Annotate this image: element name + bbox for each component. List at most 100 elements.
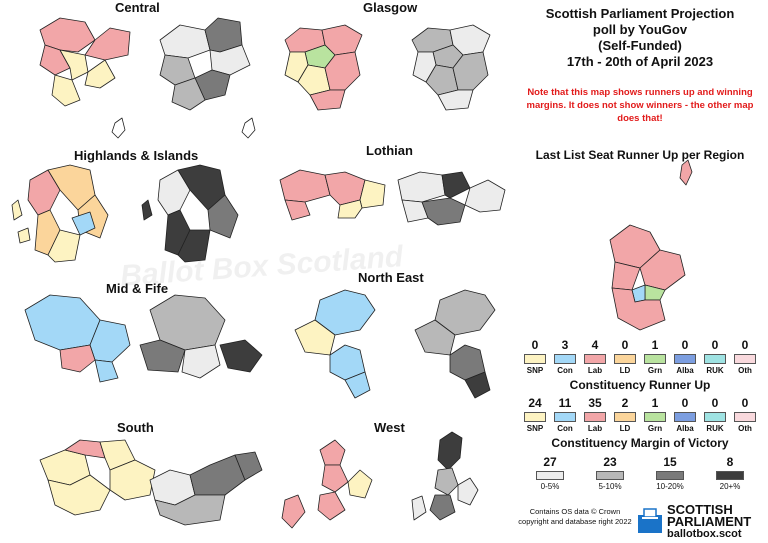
region-label-north-east: North East <box>358 270 424 285</box>
map-glasgow-margin <box>411 24 491 111</box>
const-party-count: 0 <box>681 396 689 410</box>
const-party-item: 11 Con <box>550 396 580 433</box>
const-party-label: LD <box>619 424 631 433</box>
margin-legend: 27 0-5% 23 5-10% 15 10-20% 8 20+% <box>520 455 760 491</box>
const-party-swatch <box>704 412 726 422</box>
title-line-3: (Self-Funded) <box>598 38 682 53</box>
region-label-south: South <box>117 420 154 435</box>
list-party-count: 0 <box>711 338 719 352</box>
list-party-label: Oth <box>738 366 752 375</box>
list-runner-up-legend: 0 SNP 3 Con 4 Lab 0 LD 1 Grn 0 Alba 0 RUK 0 Oth <box>520 338 760 375</box>
list-party-swatch <box>524 354 546 364</box>
map-highlands-runner-up <box>11 117 126 263</box>
margin-count: 15 <box>663 455 677 469</box>
list-party-count: 1 <box>651 338 659 352</box>
const-party-count: 0 <box>741 396 749 410</box>
margin-count: 8 <box>726 455 734 469</box>
map-midfife-runner-up <box>24 294 131 383</box>
const-party-label: Oth <box>738 424 752 433</box>
margin-count: 23 <box>603 455 617 469</box>
list-party-label: Alba <box>676 366 694 375</box>
list-party-label: LD <box>619 366 631 375</box>
map-northeast-margin <box>414 289 496 399</box>
list-party-swatch <box>674 354 696 364</box>
list-party-swatch <box>554 354 576 364</box>
list-party-label: Lab <box>587 366 603 375</box>
margin-bin: 27 0-5% <box>525 455 575 491</box>
credits-line-1: Contains OS data © Crown <box>529 507 621 516</box>
const-party-label: RUK <box>706 424 724 433</box>
logo-line-1: SCOTTISH <box>667 502 733 517</box>
const-party-label: Lab <box>587 424 603 433</box>
const-party-count: 35 <box>588 396 602 410</box>
region-label-glasgow: Glasgow <box>363 0 418 15</box>
list-party-item: 4 Lab <box>580 338 610 375</box>
const-party-count: 1 <box>651 396 659 410</box>
list-party-item: 0 Oth <box>730 338 760 375</box>
const-party-label: Con <box>557 424 573 433</box>
margin-bin: 23 5-10% <box>585 455 635 491</box>
list-party-item: 3 Con <box>550 338 580 375</box>
const-party-label: Grn <box>647 424 663 433</box>
list-party-count: 4 <box>591 338 599 352</box>
list-party-item: 0 SNP <box>520 338 550 375</box>
title-line-4: 17th - 20th of April 2023 <box>566 54 714 69</box>
map-central-runner-up <box>39 17 131 107</box>
const-party-swatch <box>644 412 666 422</box>
const-party-count: 2 <box>621 396 629 410</box>
list-party-swatch <box>614 354 636 364</box>
const-party-swatch <box>584 412 606 422</box>
const-party-label: Alba <box>676 424 694 433</box>
list-party-swatch <box>734 354 756 364</box>
note-text: Note that this map shows runners up and … <box>526 87 754 124</box>
const-party-item: 2 LD <box>610 396 640 433</box>
margin-bin: 8 20+% <box>705 455 755 491</box>
margin-count: 27 <box>543 455 557 469</box>
const-party-swatch <box>674 412 696 422</box>
const-party-item: 0 Oth <box>730 396 760 433</box>
list-party-item: 0 LD <box>610 338 640 375</box>
credits-line-2: copyright and database right 2022 <box>518 517 632 526</box>
title-line-2: poll by YouGov <box>592 22 688 37</box>
const-party-label: SNP <box>526 424 544 433</box>
region-label-central: Central <box>115 0 160 15</box>
map-scotland-overview <box>609 159 693 331</box>
list-party-item: 0 Alba <box>670 338 700 375</box>
margin-label: 20+% <box>719 482 741 491</box>
margin-swatch <box>596 471 624 480</box>
constituency-runner-up-legend: 24 SNP 11 Con 35 Lab 2 LD 1 Grn 0 Alba 0 RUK 0 Oth <box>520 396 760 433</box>
ballotbox-logo: SCOTTISH PARLIAMENT ballotbox.scot <box>636 502 764 540</box>
map-lothian-runner-up <box>279 169 386 221</box>
map-lothian-margin <box>397 171 506 226</box>
constituency-runner-up-heading: Constituency Runner Up <box>569 378 711 392</box>
list-party-label: Con <box>557 366 573 375</box>
list-party-count: 3 <box>561 338 569 352</box>
const-party-item: 0 RUK <box>700 396 730 433</box>
list-party-label: SNP <box>526 366 544 375</box>
map-northeast-runner-up <box>294 289 376 399</box>
map-west-runner-up <box>281 439 373 529</box>
margin-label: 5-10% <box>598 482 622 491</box>
const-party-swatch <box>554 412 576 422</box>
list-party-count: 0 <box>531 338 539 352</box>
const-party-item: 35 Lab <box>580 396 610 433</box>
margin-swatch <box>536 471 564 480</box>
const-party-swatch <box>614 412 636 422</box>
region-label-mid-fife: Mid & Fife <box>106 281 169 296</box>
margin-swatch <box>716 471 744 480</box>
ballot-box-icon <box>638 508 662 533</box>
margin-label: 0-5% <box>540 482 560 491</box>
margin-bin: 15 10-20% <box>645 455 695 491</box>
list-party-label: Grn <box>647 366 663 375</box>
map-west-margin <box>411 431 479 521</box>
map-south-margin <box>149 451 263 526</box>
list-runner-up-heading: Last List Seat Runner Up per Region <box>535 148 745 162</box>
const-party-item: 1 Grn <box>640 396 670 433</box>
const-party-count: 24 <box>528 396 542 410</box>
margin-label: 10-20% <box>656 482 684 491</box>
const-party-swatch <box>734 412 756 422</box>
const-party-item: 0 Alba <box>670 396 700 433</box>
page-title: Scottish Parliament Projection poll by Y… <box>520 6 760 70</box>
map-glasgow-runner-up <box>284 24 363 111</box>
